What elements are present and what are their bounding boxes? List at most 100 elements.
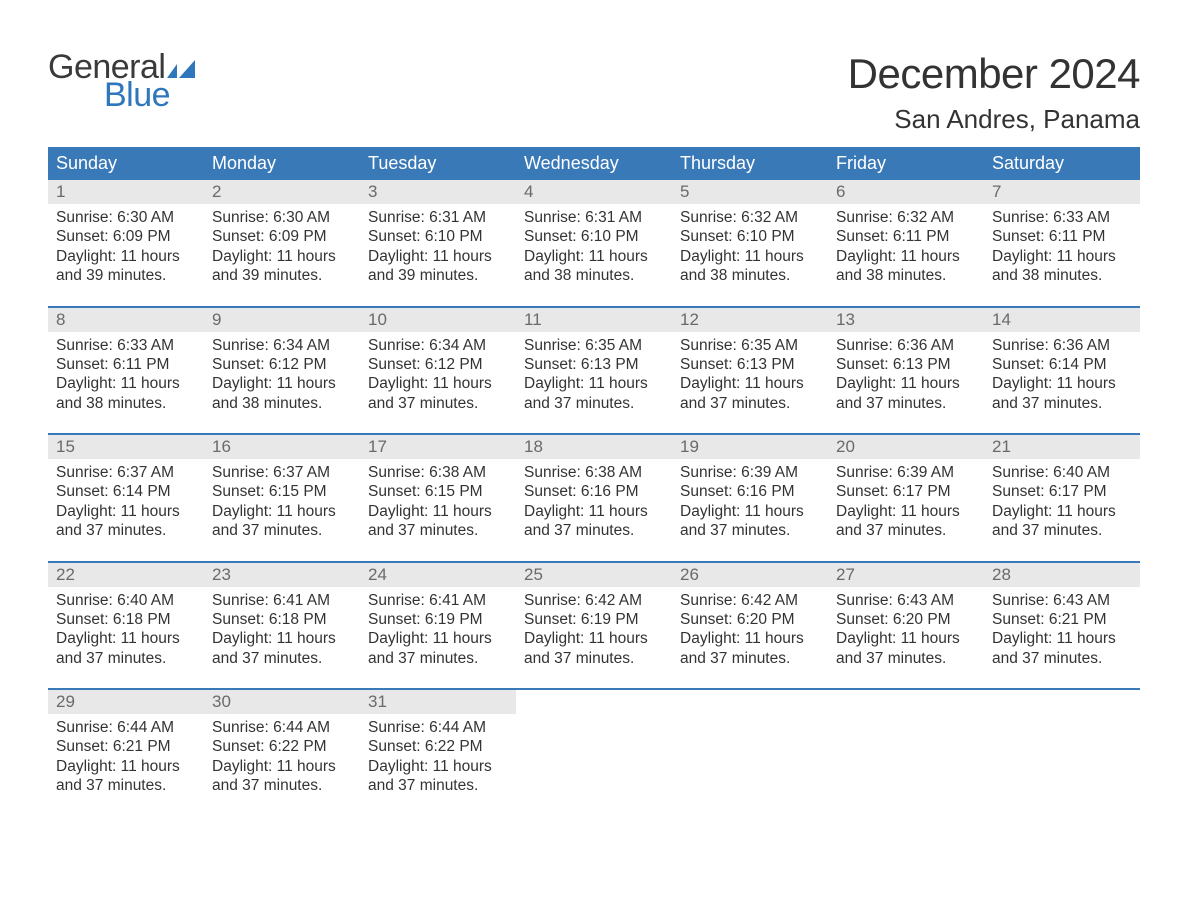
- day-details: Sunrise: 6:32 AMSunset: 6:11 PMDaylight:…: [828, 204, 984, 286]
- sunset-text: Sunset: 6:09 PM: [212, 227, 352, 246]
- sunrise-text: Sunrise: 6:30 AM: [56, 208, 196, 227]
- day-details: Sunrise: 6:42 AMSunset: 6:19 PMDaylight:…: [516, 587, 672, 669]
- day-details: Sunrise: 6:41 AMSunset: 6:19 PMDaylight:…: [360, 587, 516, 669]
- daylight-text-2: and 38 minutes.: [680, 266, 820, 285]
- day-details: Sunrise: 6:44 AMSunset: 6:22 PMDaylight:…: [360, 714, 516, 796]
- sunset-text: Sunset: 6:21 PM: [992, 610, 1132, 629]
- day-details: Sunrise: 6:37 AMSunset: 6:15 PMDaylight:…: [204, 459, 360, 541]
- day-details: Sunrise: 6:36 AMSunset: 6:13 PMDaylight:…: [828, 332, 984, 414]
- sunset-text: Sunset: 6:12 PM: [368, 355, 508, 374]
- day-number: 23: [204, 563, 360, 587]
- daylight-text-1: Daylight: 11 hours: [992, 629, 1132, 648]
- daylight-text-2: and 38 minutes.: [212, 394, 352, 413]
- daylight-text-1: Daylight: 11 hours: [56, 247, 196, 266]
- day-details: Sunrise: 6:41 AMSunset: 6:18 PMDaylight:…: [204, 587, 360, 669]
- day-details: Sunrise: 6:43 AMSunset: 6:21 PMDaylight:…: [984, 587, 1140, 669]
- daylight-text-2: and 37 minutes.: [368, 394, 508, 413]
- daylight-text-2: and 38 minutes.: [524, 266, 664, 285]
- sunset-text: Sunset: 6:18 PM: [56, 610, 196, 629]
- calendar-day: 13Sunrise: 6:36 AMSunset: 6:13 PMDayligh…: [828, 308, 984, 434]
- calendar-day: 29Sunrise: 6:44 AMSunset: 6:21 PMDayligh…: [48, 690, 204, 816]
- day-details: Sunrise: 6:42 AMSunset: 6:20 PMDaylight:…: [672, 587, 828, 669]
- sunrise-text: Sunrise: 6:33 AM: [992, 208, 1132, 227]
- daylight-text-1: Daylight: 11 hours: [56, 502, 196, 521]
- sunset-text: Sunset: 6:20 PM: [836, 610, 976, 629]
- day-number: 26: [672, 563, 828, 587]
- calendar-day: 3Sunrise: 6:31 AMSunset: 6:10 PMDaylight…: [360, 180, 516, 306]
- calendar-day: 21Sunrise: 6:40 AMSunset: 6:17 PMDayligh…: [984, 435, 1140, 561]
- sunset-text: Sunset: 6:13 PM: [836, 355, 976, 374]
- day-number: 15: [48, 435, 204, 459]
- weekday-header: Wednesday: [516, 147, 672, 180]
- daylight-text-2: and 38 minutes.: [836, 266, 976, 285]
- sunrise-text: Sunrise: 6:33 AM: [56, 336, 196, 355]
- day-details: Sunrise: 6:37 AMSunset: 6:14 PMDaylight:…: [48, 459, 204, 541]
- location-label: San Andres, Panama: [848, 104, 1140, 135]
- calendar-day: 10Sunrise: 6:34 AMSunset: 6:12 PMDayligh…: [360, 308, 516, 434]
- calendar-day: [672, 690, 828, 816]
- daylight-text-2: and 37 minutes.: [212, 521, 352, 540]
- day-details: Sunrise: 6:44 AMSunset: 6:21 PMDaylight:…: [48, 714, 204, 796]
- calendar-week: 15Sunrise: 6:37 AMSunset: 6:14 PMDayligh…: [48, 433, 1140, 561]
- calendar-day: 17Sunrise: 6:38 AMSunset: 6:15 PMDayligh…: [360, 435, 516, 561]
- daylight-text-1: Daylight: 11 hours: [524, 629, 664, 648]
- daylight-text-1: Daylight: 11 hours: [368, 757, 508, 776]
- day-number: 4: [516, 180, 672, 204]
- sunrise-text: Sunrise: 6:36 AM: [992, 336, 1132, 355]
- sunset-text: Sunset: 6:13 PM: [524, 355, 664, 374]
- sunrise-text: Sunrise: 6:37 AM: [212, 463, 352, 482]
- daylight-text-1: Daylight: 11 hours: [836, 629, 976, 648]
- daylight-text-2: and 37 minutes.: [212, 776, 352, 795]
- day-details: Sunrise: 6:39 AMSunset: 6:16 PMDaylight:…: [672, 459, 828, 541]
- sunset-text: Sunset: 6:09 PM: [56, 227, 196, 246]
- day-details: Sunrise: 6:32 AMSunset: 6:10 PMDaylight:…: [672, 204, 828, 286]
- sunset-text: Sunset: 6:17 PM: [992, 482, 1132, 501]
- daylight-text-1: Daylight: 11 hours: [836, 502, 976, 521]
- day-number: 19: [672, 435, 828, 459]
- daylight-text-1: Daylight: 11 hours: [212, 502, 352, 521]
- daylight-text-2: and 37 minutes.: [56, 649, 196, 668]
- daylight-text-1: Daylight: 11 hours: [368, 502, 508, 521]
- day-details: Sunrise: 6:34 AMSunset: 6:12 PMDaylight:…: [204, 332, 360, 414]
- daylight-text-2: and 38 minutes.: [992, 266, 1132, 285]
- day-number: 31: [360, 690, 516, 714]
- calendar-day: 22Sunrise: 6:40 AMSunset: 6:18 PMDayligh…: [48, 563, 204, 689]
- day-number: 13: [828, 308, 984, 332]
- daylight-text-1: Daylight: 11 hours: [524, 502, 664, 521]
- daylight-text-1: Daylight: 11 hours: [836, 374, 976, 393]
- daylight-text-2: and 37 minutes.: [836, 394, 976, 413]
- calendar-day: 12Sunrise: 6:35 AMSunset: 6:13 PMDayligh…: [672, 308, 828, 434]
- day-details: Sunrise: 6:35 AMSunset: 6:13 PMDaylight:…: [516, 332, 672, 414]
- day-number: 25: [516, 563, 672, 587]
- daylight-text-2: and 37 minutes.: [368, 776, 508, 795]
- day-details: Sunrise: 6:44 AMSunset: 6:22 PMDaylight:…: [204, 714, 360, 796]
- sunset-text: Sunset: 6:11 PM: [992, 227, 1132, 246]
- daylight-text-1: Daylight: 11 hours: [992, 247, 1132, 266]
- calendar-grid: SundayMondayTuesdayWednesdayThursdayFrid…: [48, 147, 1140, 816]
- sunset-text: Sunset: 6:10 PM: [680, 227, 820, 246]
- day-number: 30: [204, 690, 360, 714]
- day-number: 12: [672, 308, 828, 332]
- calendar-day: 23Sunrise: 6:41 AMSunset: 6:18 PMDayligh…: [204, 563, 360, 689]
- day-details: Sunrise: 6:39 AMSunset: 6:17 PMDaylight:…: [828, 459, 984, 541]
- sunset-text: Sunset: 6:19 PM: [368, 610, 508, 629]
- calendar-day: 15Sunrise: 6:37 AMSunset: 6:14 PMDayligh…: [48, 435, 204, 561]
- page-header: General Blue December 2024 San Andres, P…: [48, 50, 1140, 135]
- daylight-text-2: and 39 minutes.: [368, 266, 508, 285]
- daylight-text-1: Daylight: 11 hours: [212, 757, 352, 776]
- daylight-text-1: Daylight: 11 hours: [524, 374, 664, 393]
- day-number: 24: [360, 563, 516, 587]
- sunset-text: Sunset: 6:15 PM: [212, 482, 352, 501]
- weekday-header: Thursday: [672, 147, 828, 180]
- day-details: Sunrise: 6:34 AMSunset: 6:12 PMDaylight:…: [360, 332, 516, 414]
- daylight-text-2: and 39 minutes.: [56, 266, 196, 285]
- day-number: 18: [516, 435, 672, 459]
- sunset-text: Sunset: 6:11 PM: [836, 227, 976, 246]
- daylight-text-1: Daylight: 11 hours: [368, 629, 508, 648]
- day-number: 9: [204, 308, 360, 332]
- weekday-header: Sunday: [48, 147, 204, 180]
- day-details: Sunrise: 6:31 AMSunset: 6:10 PMDaylight:…: [516, 204, 672, 286]
- sunset-text: Sunset: 6:16 PM: [524, 482, 664, 501]
- daylight-text-1: Daylight: 11 hours: [680, 374, 820, 393]
- sunrise-text: Sunrise: 6:38 AM: [368, 463, 508, 482]
